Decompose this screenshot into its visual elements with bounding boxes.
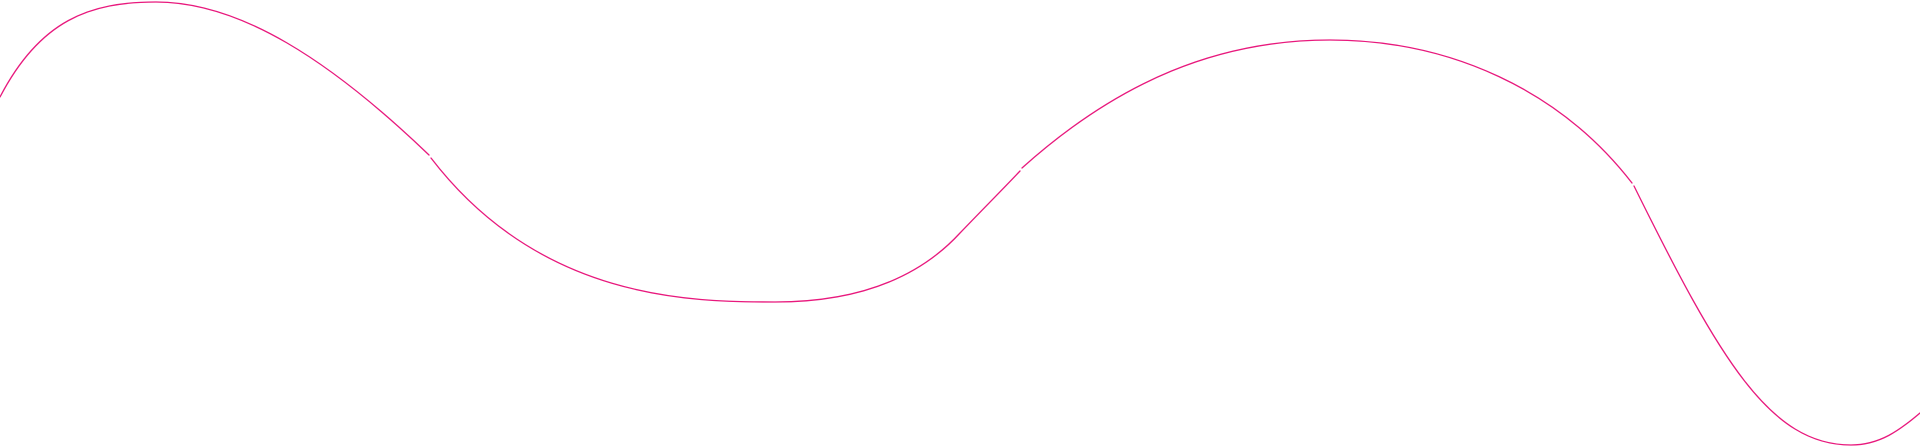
wave-segment-2 — [430, 157, 1021, 303]
wave-segment-1 — [0, 1, 430, 156]
wave-segment-4 — [1633, 185, 1920, 446]
wave-segment-3 — [1021, 39, 1633, 184]
